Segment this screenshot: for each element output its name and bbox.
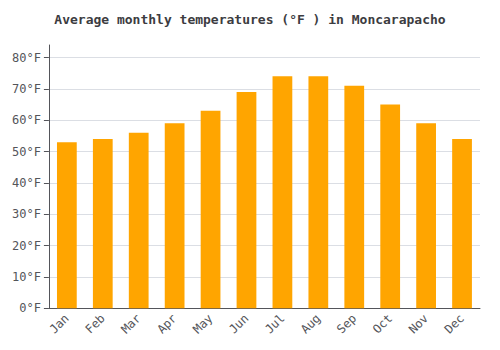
svg-text:50°F: 50°F	[12, 145, 41, 159]
svg-text:80°F: 80°F	[12, 51, 41, 65]
svg-text:Feb: Feb	[83, 311, 108, 336]
svg-text:Jul: Jul	[262, 311, 287, 336]
svg-text:10°F: 10°F	[12, 270, 41, 284]
svg-text:30°F: 30°F	[12, 207, 41, 221]
svg-text:Jun: Jun	[226, 311, 251, 336]
svg-text:Oct: Oct	[370, 311, 395, 336]
svg-text:Aug: Aug	[298, 311, 323, 336]
svg-text:Average monthly temperatures (: Average monthly temperatures (°F ) in Mo…	[54, 12, 446, 27]
svg-text:60°F: 60°F	[12, 113, 41, 127]
svg-text:20°F: 20°F	[12, 239, 41, 253]
svg-text:May: May	[190, 311, 215, 336]
svg-text:Apr: Apr	[154, 311, 179, 336]
svg-text:0°F: 0°F	[19, 301, 41, 315]
svg-text:Dec: Dec	[442, 311, 467, 336]
svg-text:40°F: 40°F	[12, 176, 41, 190]
svg-text:Mar: Mar	[118, 311, 143, 336]
svg-text:Jan: Jan	[47, 311, 72, 336]
svg-text:Sep: Sep	[334, 311, 359, 336]
svg-text:Nov: Nov	[406, 311, 431, 336]
svg-text:70°F: 70°F	[12, 82, 41, 96]
